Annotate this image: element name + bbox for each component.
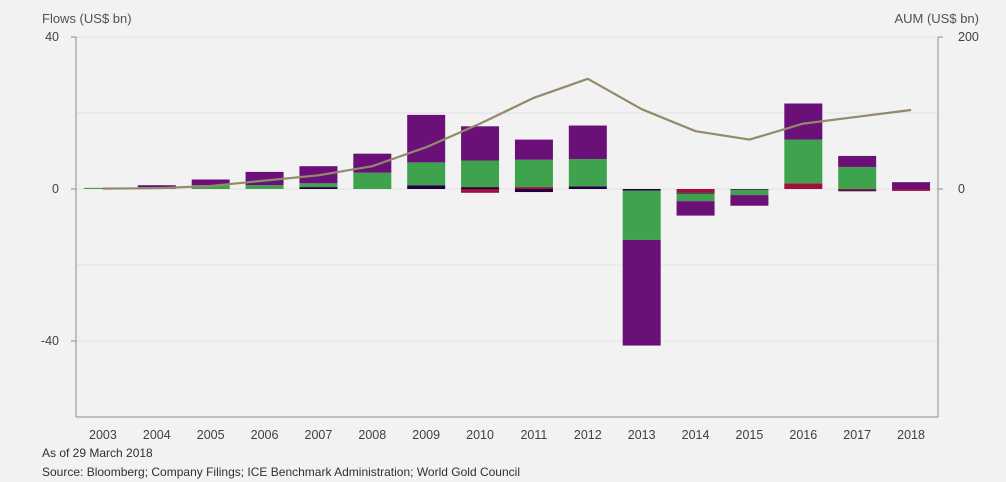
bar-2010-s2 bbox=[461, 187, 500, 189]
bar-2007-s2 bbox=[299, 187, 338, 189]
x-tick-label-2018: 2018 bbox=[897, 428, 925, 442]
bar-2017-s2 bbox=[838, 190, 877, 192]
x-tick-label-2016: 2016 bbox=[789, 428, 817, 442]
bar-2015-s4 bbox=[730, 195, 769, 206]
right-tick-label: 0 bbox=[958, 182, 965, 196]
bar-2014-s3 bbox=[676, 193, 715, 202]
aum-line-series bbox=[102, 77, 912, 190]
right-axis-title: AUM (US$ bn) bbox=[894, 11, 979, 26]
source-note: Source: Bloomberg; Company Filings; ICE … bbox=[42, 465, 520, 479]
bar-2018-s4 bbox=[892, 182, 931, 189]
bar-2016-s3 bbox=[784, 139, 823, 184]
bar-2006-s3 bbox=[245, 185, 284, 189]
bar-2014-s2 bbox=[676, 192, 715, 194]
bar-2010-s3 bbox=[461, 160, 500, 188]
x-tick-label-2015: 2015 bbox=[736, 428, 764, 442]
left-tick-label: -40 bbox=[41, 334, 59, 348]
bar-2016-s1 bbox=[784, 183, 823, 189]
bar-2012-s2 bbox=[568, 186, 607, 189]
bar-2004-s4 bbox=[137, 185, 176, 188]
bar-2017-s1 bbox=[838, 189, 877, 191]
bar-2007-s3 bbox=[299, 183, 338, 188]
bar-2011-s2 bbox=[514, 189, 553, 193]
left-tick-label: 0 bbox=[52, 182, 59, 196]
bar-2009-s3 bbox=[407, 162, 446, 186]
right-tick-label: 200 bbox=[958, 30, 979, 44]
x-tick-label-2011: 2011 bbox=[520, 428, 547, 442]
bar-2012-s4 bbox=[568, 125, 607, 159]
bar-series bbox=[83, 103, 931, 346]
bar-2012-s3 bbox=[568, 158, 607, 187]
left-tick-label: 40 bbox=[45, 30, 59, 44]
bar-2005-s4 bbox=[191, 179, 230, 186]
bar-2009-s4 bbox=[407, 114, 446, 163]
bar-2011-s3 bbox=[514, 159, 553, 188]
bar-2010-s4 bbox=[461, 126, 500, 161]
x-tick-label-2010: 2010 bbox=[466, 428, 494, 442]
x-tick-label-2012: 2012 bbox=[574, 428, 602, 442]
x-tick-label-2014: 2014 bbox=[682, 428, 710, 442]
x-tick-label-2008: 2008 bbox=[358, 428, 386, 442]
bar-2013-s2 bbox=[622, 189, 661, 191]
bar-2010-s1 bbox=[461, 189, 500, 193]
tick-labels: 40 0 -40 200 0 2003 2004 2005 2006 2007 2008 2009 20… bbox=[41, 30, 979, 442]
bar-2008-s3 bbox=[353, 172, 392, 189]
x-tick-label-2007: 2007 bbox=[305, 428, 333, 442]
x-tick-label-2006: 2006 bbox=[251, 428, 279, 442]
bar-2015-s3 bbox=[730, 189, 769, 196]
bar-2017-s3 bbox=[838, 166, 877, 189]
aum-line bbox=[102, 77, 912, 190]
axes bbox=[71, 36, 943, 418]
bar-2014-s4 bbox=[676, 201, 715, 216]
x-tick-label-2005: 2005 bbox=[197, 428, 225, 442]
bar-2008-s4 bbox=[353, 153, 392, 173]
bar-2013-s3 bbox=[622, 190, 661, 240]
x-tick-label-2003: 2003 bbox=[89, 428, 117, 442]
bar-2013-s4 bbox=[622, 239, 661, 346]
bar-2009-s2 bbox=[407, 185, 446, 189]
bar-2017-s4 bbox=[838, 155, 877, 167]
left-axis-title: Flows (US$ bn) bbox=[42, 11, 132, 26]
as-of-note: As of 29 March 2018 bbox=[42, 446, 153, 460]
bar-2011-s1 bbox=[514, 187, 553, 189]
bar-2014-s1 bbox=[676, 189, 715, 193]
bar-2015-s2 bbox=[730, 189, 769, 190]
x-tick-label-2013: 2013 bbox=[628, 428, 656, 442]
bar-2011-s4 bbox=[514, 139, 553, 160]
x-tick-label-2004: 2004 bbox=[143, 428, 171, 442]
bar-2018-s1 bbox=[892, 189, 931, 191]
x-tick-label-2017: 2017 bbox=[843, 428, 871, 442]
x-tick-label-2009: 2009 bbox=[412, 428, 440, 442]
